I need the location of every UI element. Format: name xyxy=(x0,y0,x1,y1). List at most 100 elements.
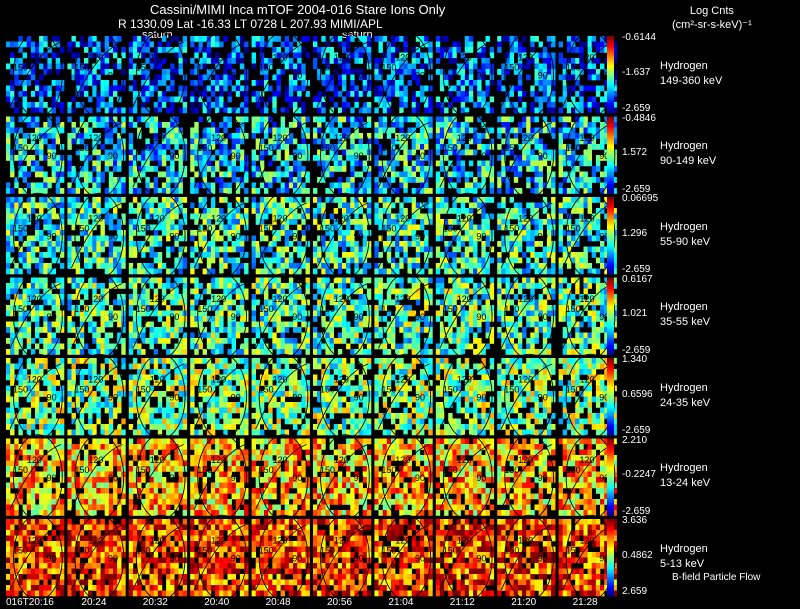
heatmap-cell xyxy=(391,155,396,161)
heatmap-cell xyxy=(26,246,32,253)
heatmap-cell xyxy=(170,208,175,214)
heatmap-cell xyxy=(439,219,445,225)
heatmap-cell xyxy=(108,149,114,156)
heatmap-cell xyxy=(18,138,23,145)
heatmap-cell xyxy=(517,47,523,53)
heatmap-cell xyxy=(558,202,563,209)
heatmap-cell xyxy=(293,160,298,167)
heatmap-cell xyxy=(141,299,146,306)
heatmap-cell xyxy=(55,316,61,322)
heatmap-cell xyxy=(145,149,150,156)
contour-label: 150 xyxy=(566,63,581,73)
heatmap-cell xyxy=(435,144,441,150)
heatmap-cell xyxy=(174,36,179,42)
heatmap-cell xyxy=(428,268,433,275)
heatmap-cell xyxy=(157,91,163,97)
heatmap-cell xyxy=(18,127,23,134)
heatmap-panel xyxy=(6,31,65,118)
contour-line xyxy=(255,202,307,269)
heatmap-cell xyxy=(117,246,122,253)
heatmap-cell xyxy=(84,69,89,75)
heatmap-cell xyxy=(325,47,330,53)
heatmap-cell xyxy=(477,85,482,92)
heatmap-cell xyxy=(337,138,343,145)
heatmap-cell xyxy=(10,52,15,59)
heatmap-cell xyxy=(489,166,495,172)
heatmap-cell xyxy=(391,166,396,172)
heatmap-cell xyxy=(411,188,417,194)
heatmap-cell xyxy=(321,155,326,161)
heatmap-cell xyxy=(264,188,269,194)
heatmap-cell xyxy=(399,85,404,92)
heatmap-cell xyxy=(206,133,212,139)
heatmap-cell xyxy=(174,321,179,328)
heatmap-cell xyxy=(178,299,183,306)
heatmap-cell xyxy=(604,69,609,75)
heatmap-cell xyxy=(374,36,379,42)
heatmap-cell xyxy=(47,127,52,134)
heatmap-cell xyxy=(595,246,601,253)
heatmap-cell xyxy=(96,327,101,333)
heatmap-cell xyxy=(350,107,355,114)
heatmap-cell xyxy=(435,149,441,156)
heatmap-cell xyxy=(223,144,228,150)
heatmap-cell xyxy=(460,85,466,92)
heatmap-cell xyxy=(128,246,134,253)
heatmap-cell xyxy=(272,197,277,203)
heatmap-cell xyxy=(149,246,154,253)
heatmap-cell xyxy=(71,122,76,128)
heatmap-cell xyxy=(92,219,97,225)
heatmap-cell xyxy=(276,230,281,236)
heatmap-cell xyxy=(354,58,359,64)
heatmap-cell xyxy=(505,166,510,172)
heatmap-cell xyxy=(346,149,351,156)
heatmap-cell xyxy=(210,41,216,48)
heatmap-cell xyxy=(407,263,412,269)
heatmap-cell xyxy=(411,171,417,178)
colorbar-segment xyxy=(607,93,614,97)
heatmap-cell xyxy=(399,102,404,108)
heatmap-cell xyxy=(55,85,61,92)
heatmap-cell xyxy=(391,47,396,53)
heatmap-cell xyxy=(595,155,601,161)
heatmap-cell xyxy=(264,235,269,242)
heatmap-cell xyxy=(452,58,457,64)
heatmap-cell xyxy=(497,85,502,92)
heatmap-cell xyxy=(92,69,97,75)
heatmap-cell xyxy=(444,144,449,150)
heatmap-cell xyxy=(100,241,105,247)
heatmap-cell xyxy=(30,288,36,295)
heatmap-cell xyxy=(174,47,179,53)
heatmap-cell xyxy=(153,252,159,258)
heatmap-cell xyxy=(149,213,154,220)
heatmap-cell xyxy=(424,235,429,242)
heatmap-cell xyxy=(579,160,584,167)
heatmap-cell xyxy=(301,149,306,156)
heatmap-cell xyxy=(137,241,142,247)
heatmap-cell xyxy=(88,202,93,209)
heatmap-cell xyxy=(190,127,195,134)
heatmap-cell xyxy=(366,91,372,97)
heatmap-cell xyxy=(395,171,400,178)
heatmap-cell xyxy=(170,74,175,81)
heatmap-cell xyxy=(92,138,97,145)
heatmap-cell xyxy=(198,224,203,231)
heatmap-cell xyxy=(47,116,52,123)
heatmap-cell xyxy=(583,182,588,189)
contour-label: 90 xyxy=(169,231,179,241)
heatmap-cell xyxy=(452,52,457,59)
heatmap-cell xyxy=(259,230,265,236)
heatmap-cell xyxy=(161,36,167,42)
heatmap-cell xyxy=(178,349,183,355)
heatmap-cell xyxy=(161,299,167,306)
heatmap-cell xyxy=(386,63,392,70)
heatmap-cell xyxy=(39,230,44,236)
heatmap-cell xyxy=(100,316,105,322)
heatmap-cell xyxy=(337,91,343,97)
heatmap-cell xyxy=(67,197,72,203)
heatmap-cell xyxy=(350,52,355,59)
heatmap-cell xyxy=(190,155,195,161)
heatmap-cell xyxy=(75,310,81,317)
heatmap-cell xyxy=(190,321,195,328)
heatmap-cell xyxy=(562,160,568,167)
